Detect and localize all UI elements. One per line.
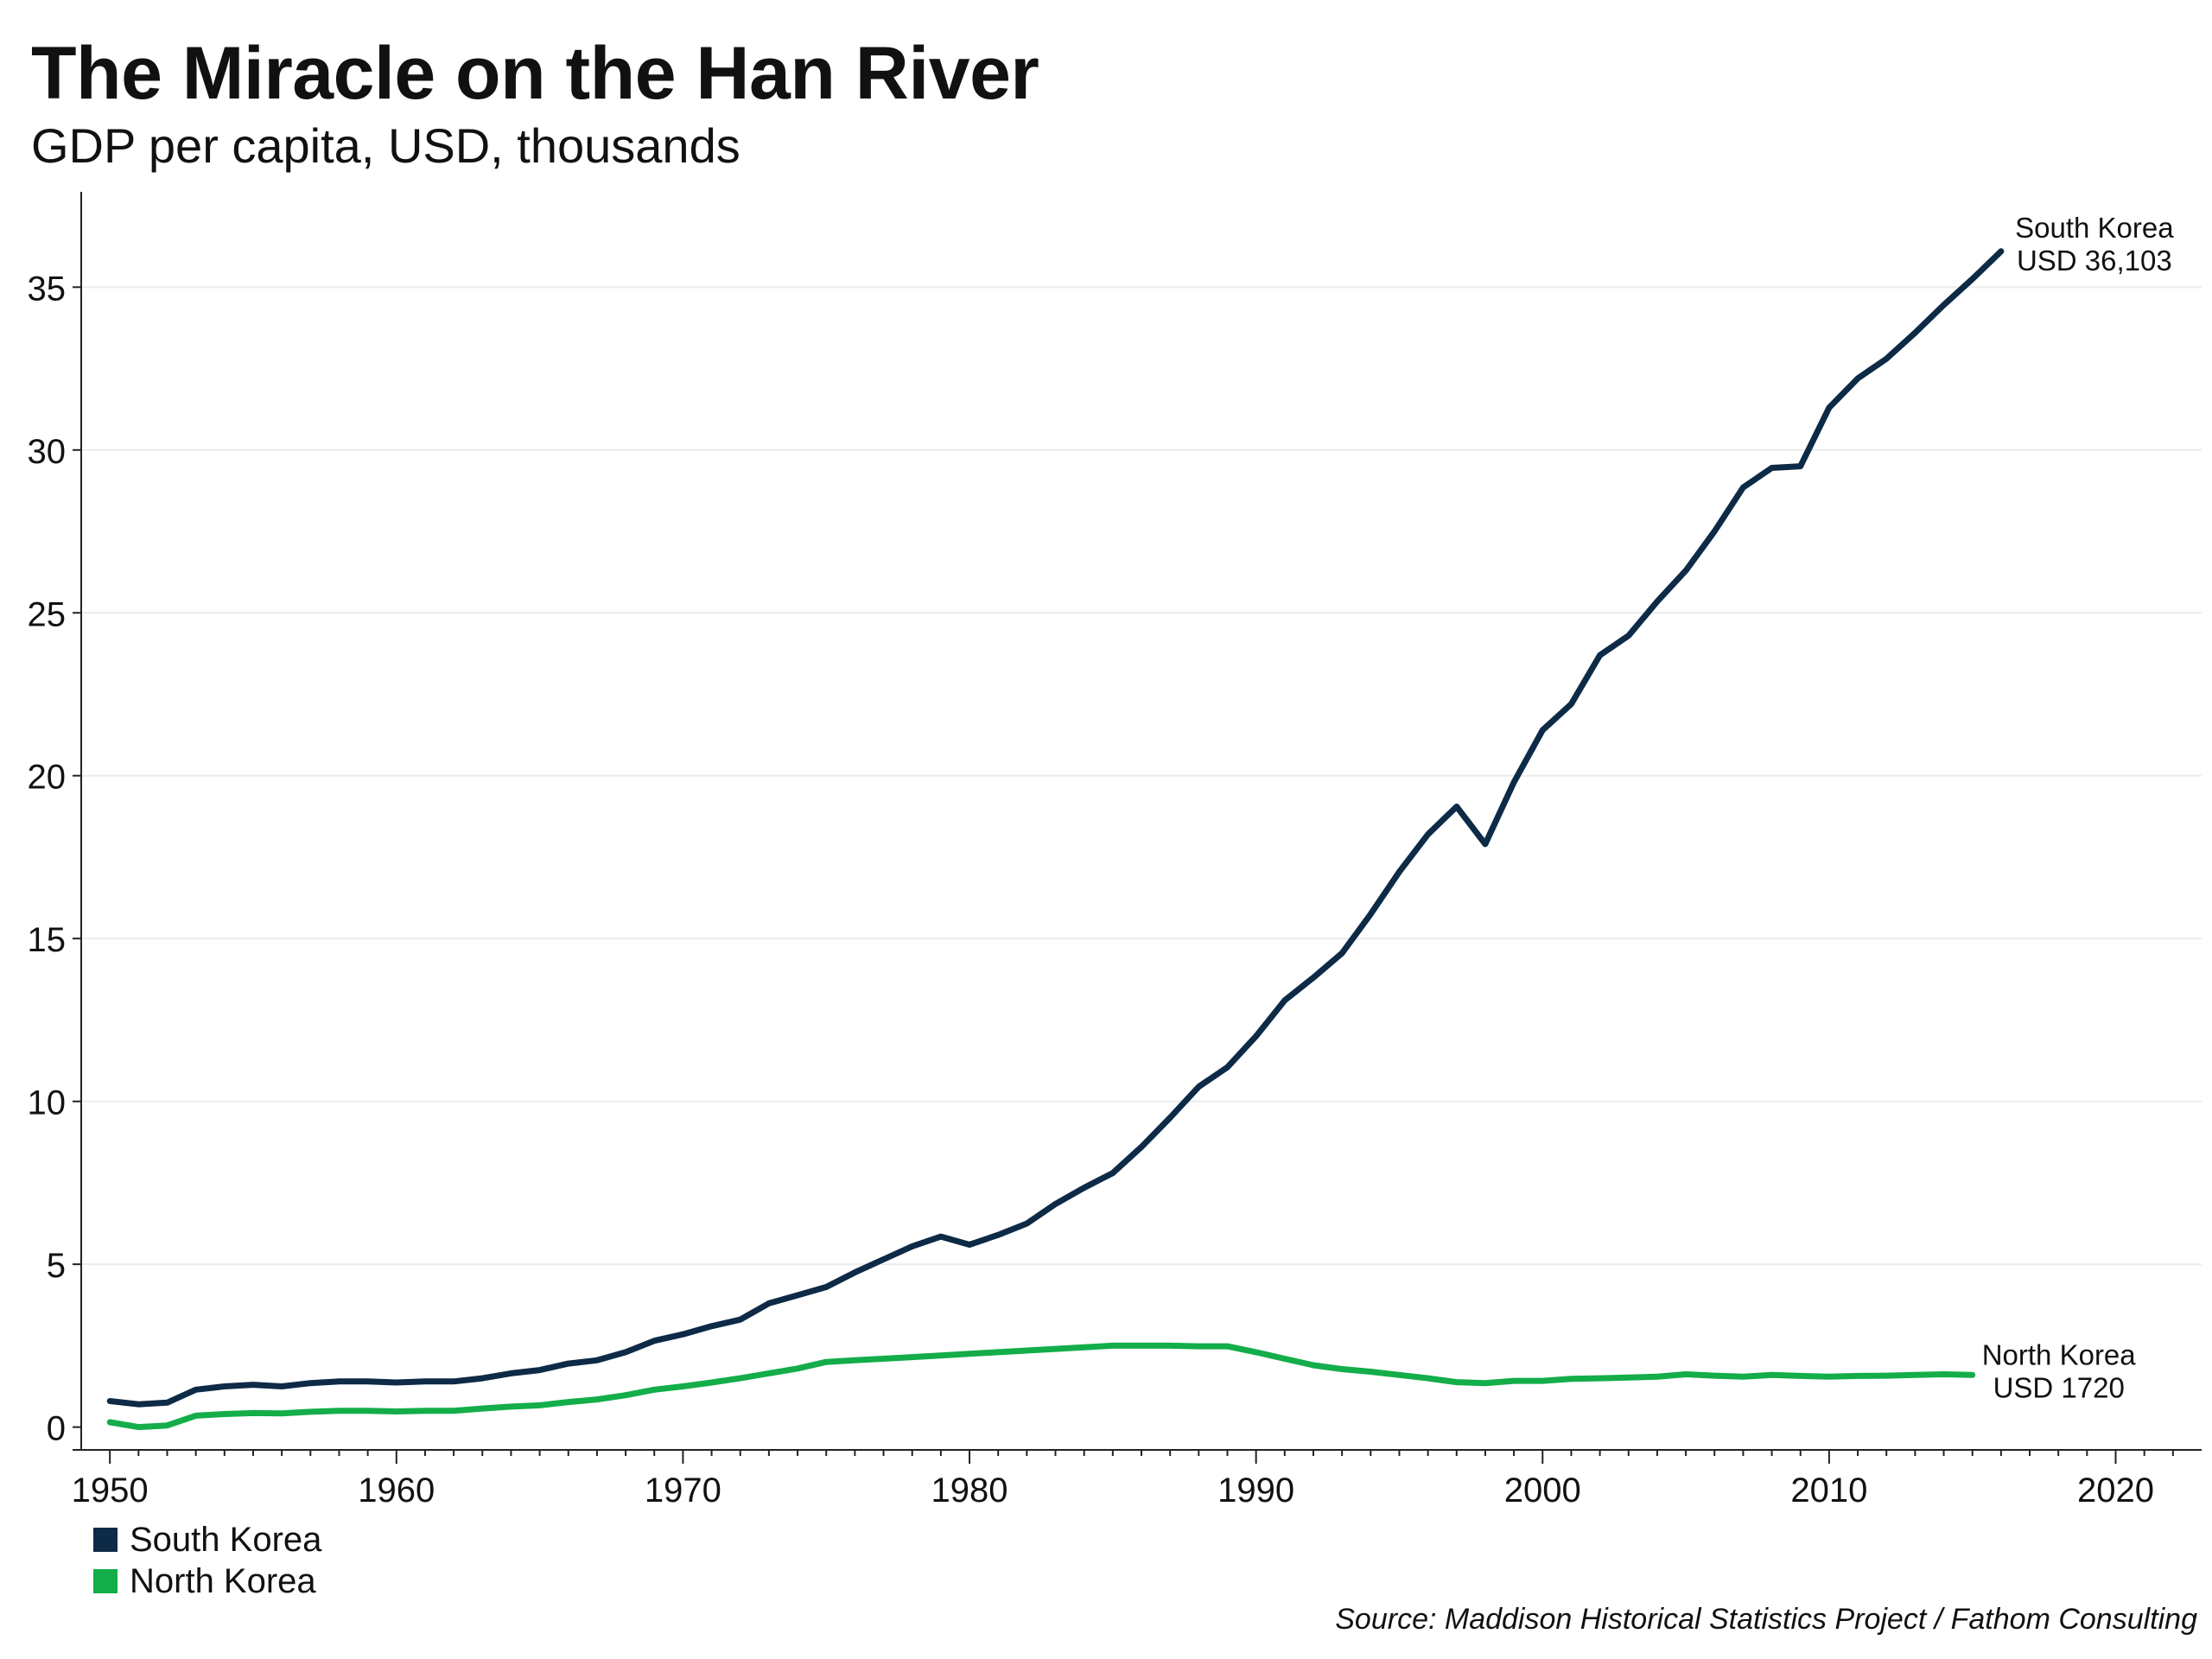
end-label-south-korea-0: South Korea (2015, 212, 2174, 244)
legend-swatch-south-korea (93, 1528, 118, 1552)
axes: 0 5 10 15 20 25 30 35 1950 1960 1970 1980 1990 2000 20… (28, 192, 2202, 1510)
legend-swatch-north-korea (93, 1569, 118, 1593)
end-label-south-korea-1: USD 36,103 (2017, 245, 2172, 276)
y-tick-label-20: 20 (28, 759, 67, 797)
x-tick-label-2000: 2000 (1504, 1471, 1581, 1510)
x-tick-label-2010: 2010 (1790, 1471, 1867, 1510)
chart-subtitle: GDP per capita, USD, thousands (31, 118, 741, 173)
legend: South Korea North Korea (93, 1519, 321, 1602)
chart-title: The Miracle on the Han River (31, 32, 1039, 115)
grid-lines (81, 286, 2202, 1266)
y-tick-label-5: 5 (47, 1247, 66, 1285)
source-note: Source: Maddison Historical Statistics P… (1335, 1603, 2197, 1636)
end-label-north-korea-0: North Korea (1982, 1338, 2137, 1370)
y-tick-label-35: 35 (28, 270, 67, 308)
x-tick-label-1960: 1960 (358, 1471, 435, 1510)
x-tick-label-1980: 1980 (931, 1471, 1008, 1510)
x-tick-label-1990: 1990 (1217, 1471, 1294, 1510)
x-tick-label-1970: 1970 (645, 1471, 721, 1510)
x-tick-label-2020: 2020 (2077, 1471, 2154, 1510)
end-label-north-korea-1: USD 1720 (1993, 1371, 2125, 1403)
y-tick-label-15: 15 (28, 921, 67, 959)
y-tick-label-25: 25 (28, 595, 67, 633)
series-line-north-korea (106, 1342, 1976, 1431)
x-tick-label-1950: 1950 (72, 1471, 149, 1510)
legend-item-south-korea: South Korea (93, 1519, 321, 1560)
series-line-south-korea (106, 248, 2005, 1408)
y-tick-label-30: 30 (28, 433, 67, 471)
legend-label-north-korea: North Korea (130, 1561, 316, 1600)
legend-item-north-korea: North Korea (93, 1560, 321, 1602)
y-tick-label-10: 10 (28, 1084, 67, 1122)
legend-label-south-korea: South Korea (130, 1520, 322, 1559)
y-tick-label-0: 0 (47, 1410, 66, 1448)
series-lines (106, 248, 2005, 1431)
